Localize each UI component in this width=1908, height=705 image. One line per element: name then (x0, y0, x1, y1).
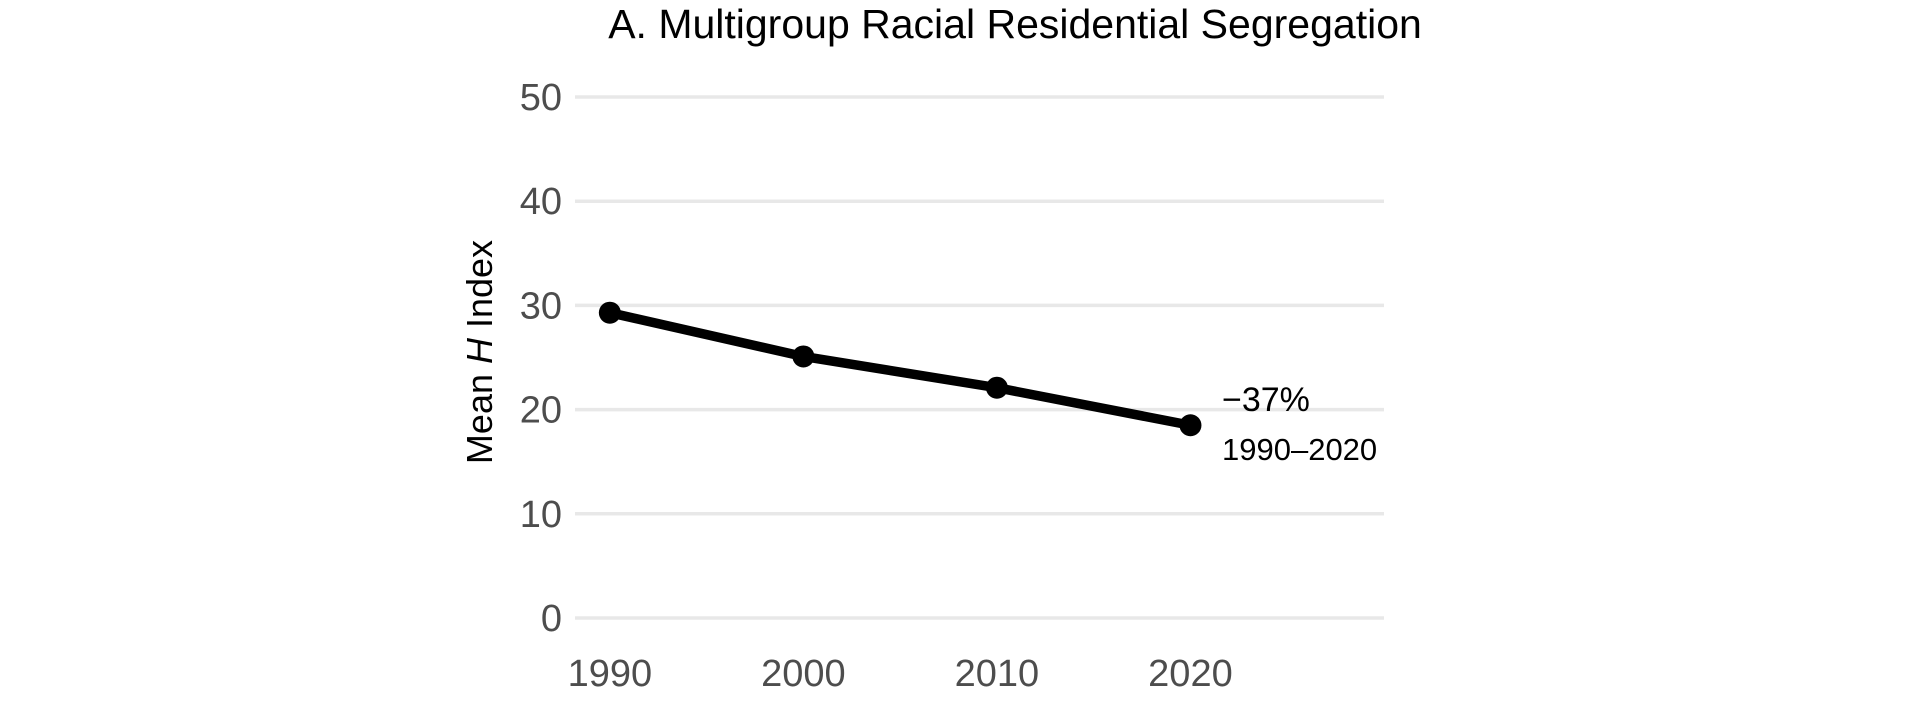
x-tick-label-2020: 2020 (1148, 653, 1233, 695)
y-tick-label-30: 30 (520, 285, 562, 327)
y-axis-label-part-italic: H (459, 338, 500, 365)
y-tick-label-20: 20 (520, 390, 562, 432)
y-axis-label-part: Mean (459, 364, 500, 465)
x-tick-label-2010: 2010 (955, 653, 1040, 695)
y-tick-label-10: 10 (520, 494, 562, 536)
y-axis-label: Mean H Index (459, 240, 501, 464)
y-tick-label-0: 0 (541, 598, 562, 640)
x-tick-label-1990: 1990 (568, 653, 653, 695)
y-tick-label-50: 50 (520, 77, 562, 119)
data-point-2010 (985, 376, 1008, 399)
y-axis-label-part: Index (459, 239, 500, 339)
chart-title: A. Multigroup Racial Residential Segrega… (608, 1, 1422, 47)
data-point-1990 (598, 301, 621, 324)
x-tick-label-2000: 2000 (761, 653, 846, 695)
data-point-2020 (1179, 414, 1202, 437)
annotation-year-range: 1990–2020 (1222, 432, 1378, 467)
annotation-percent-change: −37% (1222, 381, 1310, 419)
data-point-2000 (792, 345, 815, 368)
trend-line (608, 308, 1192, 430)
y-tick-label-40: 40 (520, 181, 562, 223)
